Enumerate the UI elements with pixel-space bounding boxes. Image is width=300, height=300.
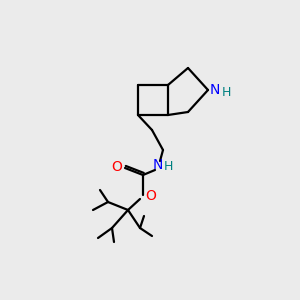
Text: O: O <box>112 160 122 174</box>
Text: N: N <box>210 83 220 97</box>
Text: H: H <box>221 85 231 98</box>
Text: H: H <box>163 160 173 173</box>
Text: N: N <box>153 158 163 172</box>
Text: O: O <box>146 189 156 203</box>
